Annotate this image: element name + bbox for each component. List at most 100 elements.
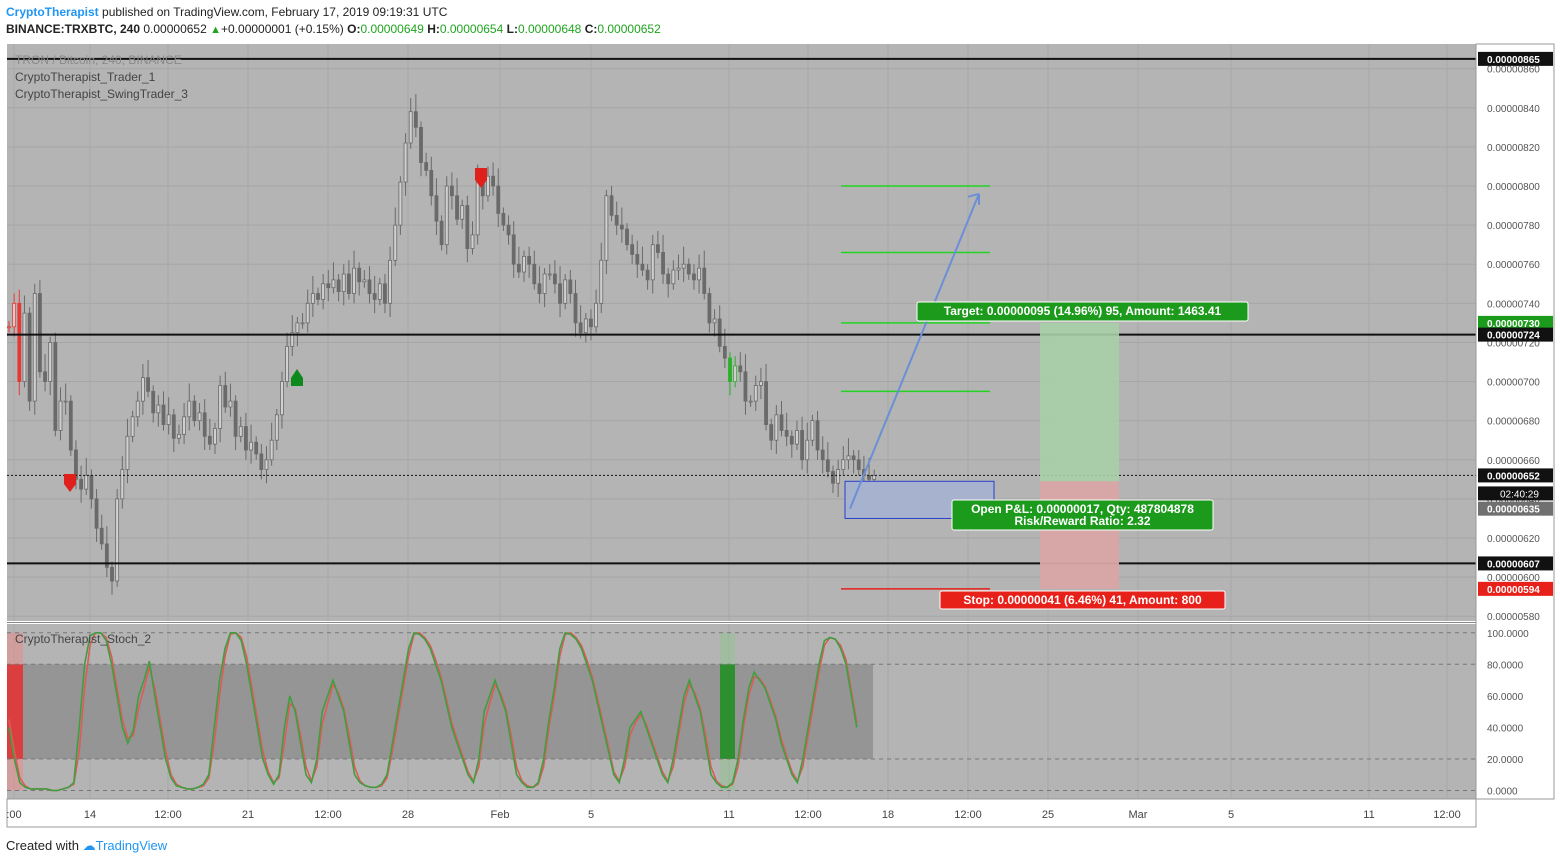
candle[interactable] [413, 94, 418, 138]
candle[interactable] [316, 287, 320, 306]
candle[interactable] [619, 207, 624, 243]
candle[interactable] [63, 383, 68, 415]
target-info-box[interactable]: Target: 0.00000095 (14.96%) 95, Amount: … [916, 301, 1249, 322]
candle[interactable] [238, 416, 243, 443]
candle[interactable] [264, 446, 269, 484]
candle[interactable] [346, 260, 351, 300]
candle[interactable] [635, 240, 640, 278]
candle[interactable] [110, 561, 114, 595]
candle[interactable] [151, 385, 156, 423]
candle[interactable] [738, 352, 743, 382]
candle[interactable] [341, 264, 346, 306]
candle[interactable] [187, 383, 192, 431]
candle[interactable] [398, 176, 403, 235]
candle[interactable] [449, 172, 454, 210]
candle[interactable] [671, 260, 676, 290]
candle[interactable] [774, 405, 779, 454]
candle[interactable] [614, 201, 619, 235]
loss-zone[interactable] [1040, 481, 1119, 589]
candle[interactable] [712, 309, 717, 337]
author-link[interactable]: CryptoTherapist [6, 5, 99, 19]
candle[interactable] [161, 391, 166, 431]
candle[interactable] [707, 287, 712, 333]
candle[interactable] [583, 313, 588, 343]
candle[interactable] [764, 363, 768, 431]
candle[interactable] [269, 422, 274, 466]
candle[interactable] [465, 195, 470, 263]
candle[interactable] [625, 223, 629, 251]
candle[interactable] [171, 408, 176, 452]
candle[interactable] [563, 273, 568, 310]
candle[interactable] [22, 295, 27, 388]
candle[interactable] [434, 178, 439, 235]
candle[interactable] [825, 442, 830, 478]
candle[interactable] [12, 293, 17, 337]
candle[interactable] [697, 254, 701, 294]
candle[interactable] [156, 395, 161, 427]
candle[interactable] [779, 401, 784, 437]
candle[interactable] [743, 354, 748, 415]
candle[interactable] [661, 234, 665, 284]
candle[interactable] [94, 489, 99, 542]
candle[interactable] [197, 403, 202, 431]
candle[interactable] [805, 422, 810, 474]
candle[interactable] [228, 383, 233, 417]
candle[interactable] [501, 207, 506, 231]
candle[interactable] [202, 399, 207, 450]
candle[interactable] [686, 258, 691, 280]
candle[interactable] [68, 395, 73, 456]
candle[interactable] [115, 489, 120, 587]
candle[interactable] [460, 199, 465, 230]
candle[interactable] [218, 375, 223, 443]
candle[interactable] [223, 371, 228, 413]
candle[interactable] [532, 250, 537, 290]
candle[interactable] [645, 264, 650, 290]
candle[interactable] [769, 418, 774, 450]
candle[interactable] [599, 242, 604, 314]
candle[interactable] [274, 408, 279, 450]
candle[interactable] [17, 289, 22, 396]
candle[interactable] [326, 270, 331, 302]
pnl-info-box[interactable]: Open P&L: 0.00000017, Qty: 487804878Risk… [951, 499, 1214, 531]
candle[interactable] [7, 320, 11, 333]
candle[interactable] [280, 371, 284, 429]
candle[interactable] [58, 387, 63, 441]
candle[interactable] [836, 459, 841, 497]
candle[interactable] [367, 266, 372, 304]
candle[interactable] [573, 279, 578, 337]
candle[interactable] [851, 449, 856, 474]
candle[interactable] [717, 305, 722, 353]
candle[interactable] [99, 514, 104, 550]
stochastic-pane[interactable] [7, 624, 1476, 799]
candle[interactable] [784, 412, 789, 447]
candle[interactable] [594, 289, 598, 333]
candle[interactable] [846, 438, 851, 470]
candle[interactable] [748, 395, 753, 407]
candle[interactable] [444, 176, 449, 255]
candle[interactable] [692, 264, 696, 290]
candle[interactable] [362, 270, 367, 288]
candle[interactable] [352, 250, 356, 304]
candle[interactable] [553, 260, 557, 294]
candle[interactable] [666, 268, 671, 298]
candle[interactable] [676, 254, 681, 280]
candle[interactable] [27, 307, 32, 411]
candle[interactable] [522, 250, 526, 282]
tradingview-brand-link[interactable]: TradingView [95, 838, 168, 853]
candle[interactable] [166, 397, 171, 435]
main-price-pane[interactable]: Target: 0.00000095 (14.96%) 95, Amount: … [7, 44, 1476, 623]
candle[interactable] [135, 391, 140, 427]
candle[interactable] [182, 403, 187, 445]
candle[interactable] [408, 97, 413, 149]
candle[interactable] [336, 273, 341, 302]
candle[interactable] [537, 266, 542, 304]
candle[interactable] [820, 436, 825, 474]
candle[interactable] [295, 317, 300, 347]
stoch-k-line[interactable] [8, 631, 858, 792]
candle[interactable] [753, 375, 758, 411]
candle[interactable] [424, 152, 429, 177]
candle[interactable] [38, 279, 42, 378]
candle[interactable] [388, 246, 393, 318]
candle[interactable] [48, 336, 53, 396]
candle[interactable] [372, 275, 377, 314]
